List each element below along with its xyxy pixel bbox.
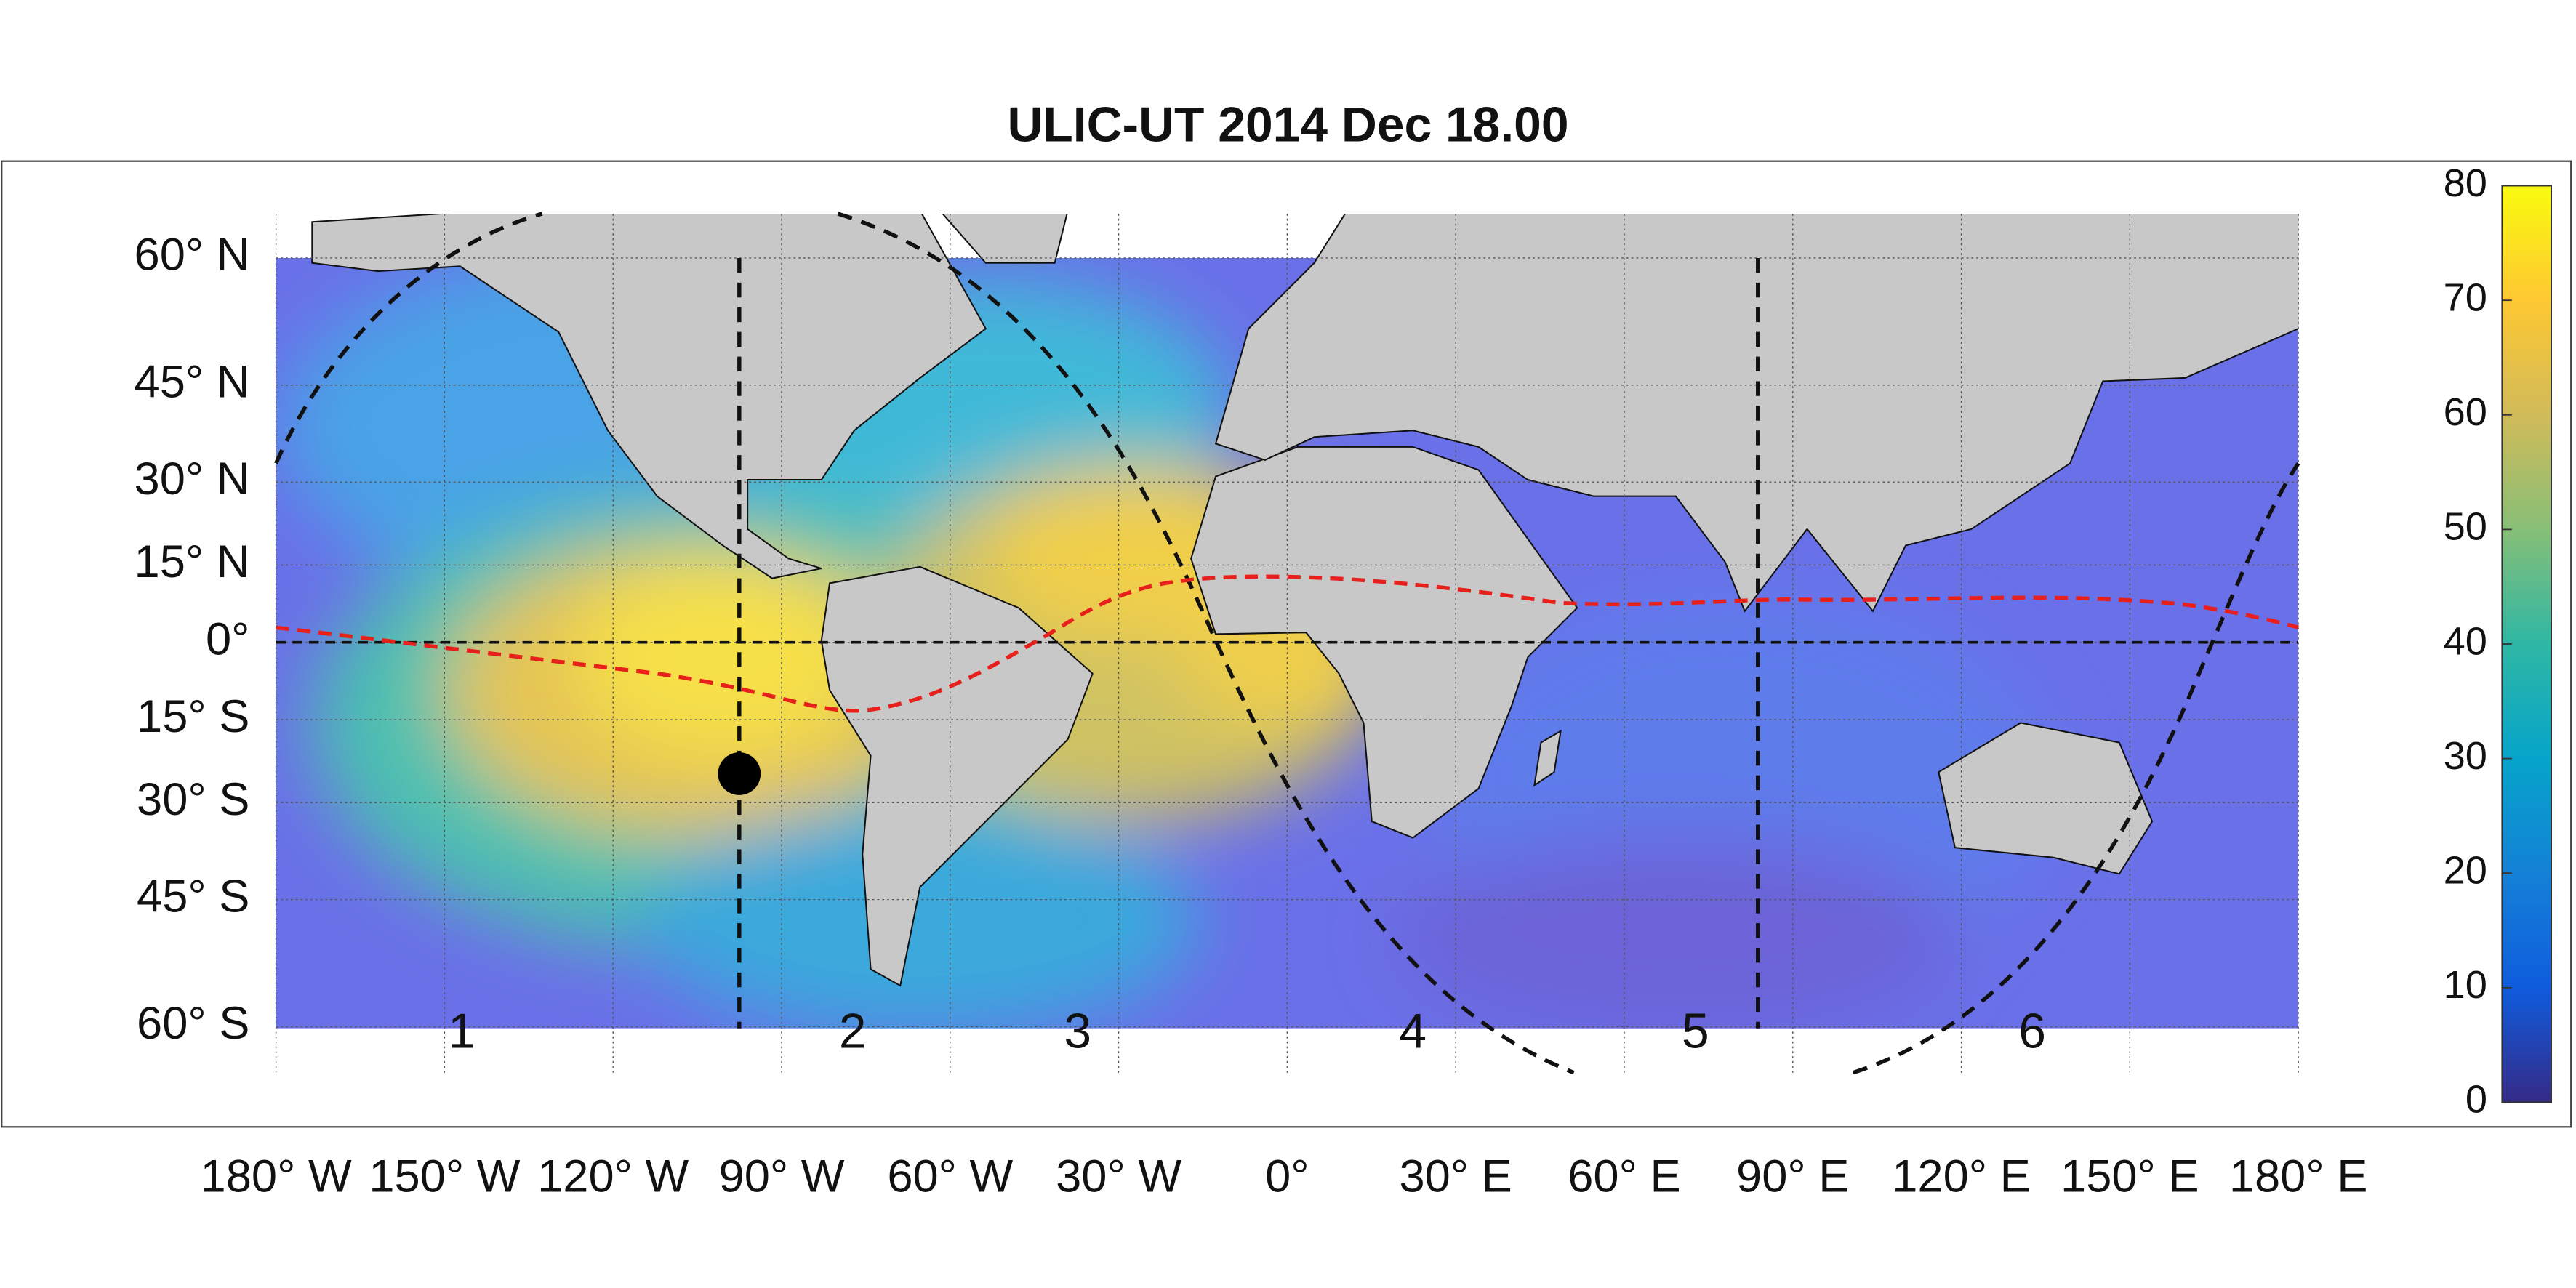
lat-tick-label: 60° S [137,998,249,1049]
region-label: 2 [839,1005,867,1059]
lon-tick-label: 150° E [2061,1151,2199,1202]
lon-tick-label: 60° W [887,1151,1013,1202]
colorbar-tick-label: 60 [2444,390,2487,434]
lat-tick-label: 45° N [135,357,250,408]
lon-tick-label: 180° W [201,1151,352,1202]
frame [1,160,2572,1128]
lon-tick-label: 120° E [1892,1151,2031,1202]
region-label: 5 [1682,1005,1709,1059]
lon-tick-label: 30° W [1056,1151,1181,1202]
colorbar-tick-label: 30 [2444,734,2487,778]
north-america [311,213,987,579]
lon-tick-label: 0° [1265,1151,1309,1202]
colorbar-tick-label: 20 [2444,849,2487,893]
lat-tick-label: 60° N [135,230,250,281]
lon-tick-label: 150° W [369,1151,520,1202]
lat-tick-label: 15° S [137,691,249,742]
lat-tick-label: 0° [206,613,249,664]
lat-tick-label: 45° S [137,871,249,922]
colorbar-tick-label: 40 [2444,619,2487,663]
colorbar-tick-label: 70 [2444,276,2487,320]
region-label: 1 [448,1005,476,1059]
colorbar-tick-label: 10 [2444,963,2487,1007]
australia [1938,722,2154,875]
lon-tick-label: 60° E [1568,1151,1680,1202]
region-labels: 1 2 3 4 5 6 [448,1005,2046,1059]
lon-tick-label: 120° W [537,1151,689,1202]
lon-tick-label: 90° E [1736,1151,1849,1202]
region-label: 6 [2018,1005,2046,1059]
colorbar-tick-label: 80 [2444,161,2487,205]
station-dot [718,752,761,795]
lat-tick-label: 30° N [135,454,250,504]
overlay-lines [274,212,2300,1075]
colorbar-tick-label: 0 [2465,1078,2487,1122]
madagascar [1533,729,1562,787]
greenland [942,213,1068,264]
terminator [837,212,1575,1075]
region-label: 4 [1399,1005,1427,1059]
map-title: ULIC-UT 2014 Dec 18.00 [1007,97,1568,152]
lat-tick-label: 15° N [135,536,250,587]
terminator [1852,462,2300,1075]
lon-tick-label: 30° E [1399,1151,1512,1202]
colorbar-tick-label: 50 [2444,505,2487,549]
south-america [820,565,1094,987]
lon-tick-label: 180° E [2229,1151,2368,1202]
terminator [274,212,543,464]
lat-tick-label: 30° S [137,774,249,825]
region-label: 3 [1064,1005,1091,1059]
lon-tick-label: 90° W [719,1151,845,1202]
itcz-line [276,574,2299,713]
